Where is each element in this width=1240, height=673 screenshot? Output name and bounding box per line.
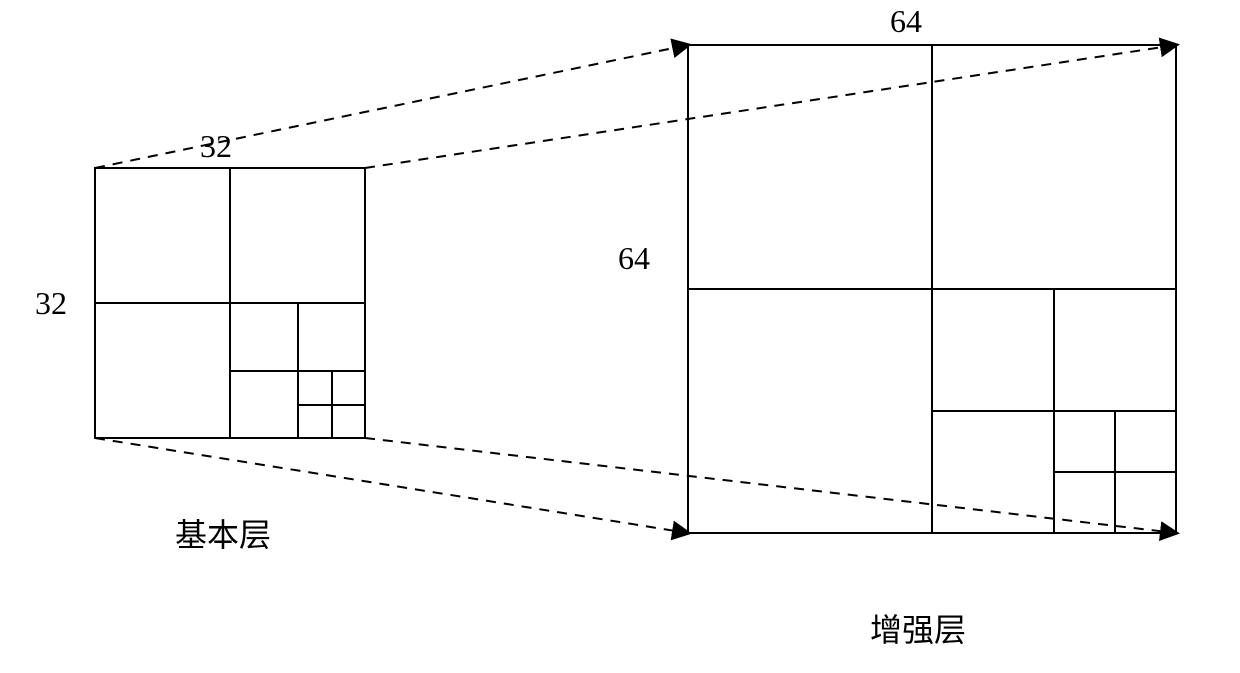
base-top-label: 32 bbox=[200, 128, 232, 165]
base-layer-caption: 基本层 bbox=[175, 510, 271, 556]
enhancement-layer-caption: 增强层 bbox=[870, 605, 966, 651]
enh-top-label: 64 bbox=[890, 3, 922, 40]
enh-left-label: 64 bbox=[618, 240, 650, 277]
base-left-label: 32 bbox=[35, 285, 67, 322]
enhancement-layer-box bbox=[688, 45, 1176, 533]
diagram-container: 32 32 基本层 64 64 增强层 bbox=[0, 0, 1240, 673]
diagram-svg bbox=[0, 0, 1240, 673]
base-layer-box bbox=[95, 168, 365, 438]
